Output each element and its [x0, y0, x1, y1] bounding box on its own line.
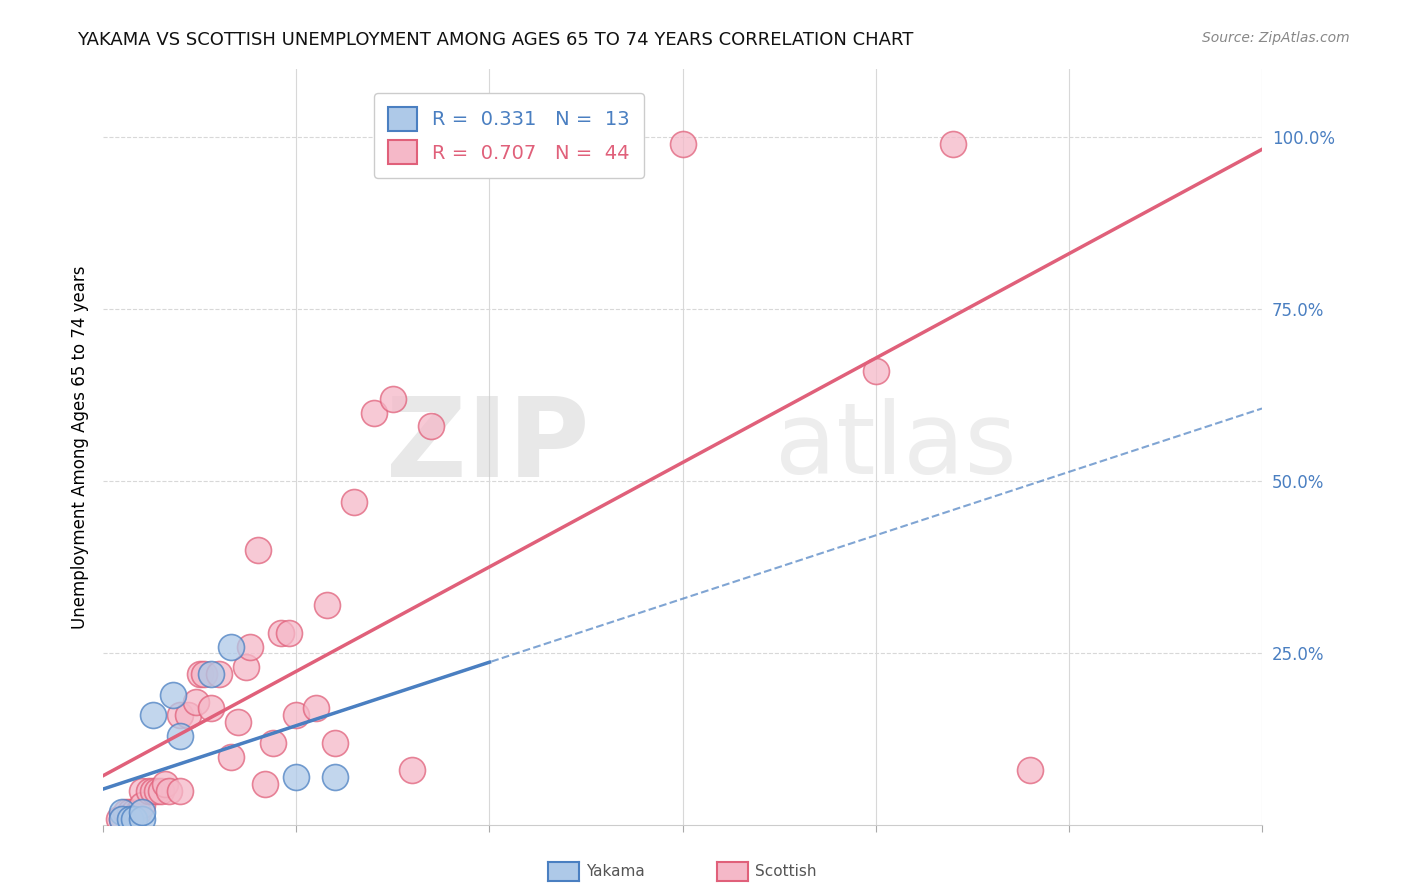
Point	[120, 805, 142, 819]
Point	[343, 495, 366, 509]
Point	[157, 784, 180, 798]
Point	[285, 708, 308, 723]
Point	[235, 660, 257, 674]
Point	[169, 729, 191, 743]
Point	[184, 695, 207, 709]
Point	[865, 364, 887, 378]
Point	[107, 812, 129, 826]
Point	[131, 784, 153, 798]
Point	[363, 406, 385, 420]
Point	[122, 812, 145, 826]
Point	[193, 667, 215, 681]
Point	[169, 708, 191, 723]
Point	[323, 736, 346, 750]
Point	[177, 708, 200, 723]
Point	[138, 784, 160, 798]
Point	[381, 392, 404, 406]
Point	[420, 419, 443, 434]
Point	[304, 701, 326, 715]
Point	[219, 640, 242, 654]
Point	[270, 625, 292, 640]
Point	[142, 708, 165, 723]
Point	[115, 805, 138, 819]
Point	[228, 715, 250, 730]
Point	[131, 805, 153, 819]
Text: Scottish: Scottish	[755, 864, 817, 879]
Point	[219, 749, 242, 764]
Y-axis label: Unemployment Among Ages 65 to 74 years: Unemployment Among Ages 65 to 74 years	[72, 265, 89, 629]
Point	[208, 667, 231, 681]
Point	[122, 805, 145, 819]
Point	[323, 770, 346, 784]
Point	[942, 137, 965, 152]
Point	[285, 770, 308, 784]
Point	[246, 543, 269, 558]
Point	[120, 812, 142, 826]
Legend: R =  0.331   N =  13, R =  0.707   N =  44: R = 0.331 N = 13, R = 0.707 N = 44	[374, 94, 644, 178]
Point	[153, 777, 176, 791]
Point	[111, 805, 134, 819]
Point	[671, 137, 693, 152]
Point	[127, 805, 149, 819]
Point	[146, 784, 169, 798]
Point	[1019, 764, 1042, 778]
Point	[131, 797, 153, 812]
Point	[142, 784, 165, 798]
Text: ZIP: ZIP	[387, 393, 591, 500]
Point	[162, 688, 184, 702]
Text: Yakama: Yakama	[586, 864, 645, 879]
Point	[401, 764, 423, 778]
Point	[277, 625, 299, 640]
Point	[188, 667, 211, 681]
Point	[131, 812, 153, 826]
Text: Source: ZipAtlas.com: Source: ZipAtlas.com	[1202, 31, 1350, 45]
Point	[200, 667, 222, 681]
Point	[316, 599, 339, 613]
Point	[262, 736, 284, 750]
Point	[239, 640, 262, 654]
Point	[169, 784, 191, 798]
Point	[200, 701, 222, 715]
Point	[254, 777, 277, 791]
Point	[111, 812, 134, 826]
Point	[111, 812, 134, 826]
Text: YAKAMA VS SCOTTISH UNEMPLOYMENT AMONG AGES 65 TO 74 YEARS CORRELATION CHART: YAKAMA VS SCOTTISH UNEMPLOYMENT AMONG AG…	[77, 31, 914, 49]
Text: atlas: atlas	[775, 399, 1017, 495]
Point	[150, 784, 173, 798]
